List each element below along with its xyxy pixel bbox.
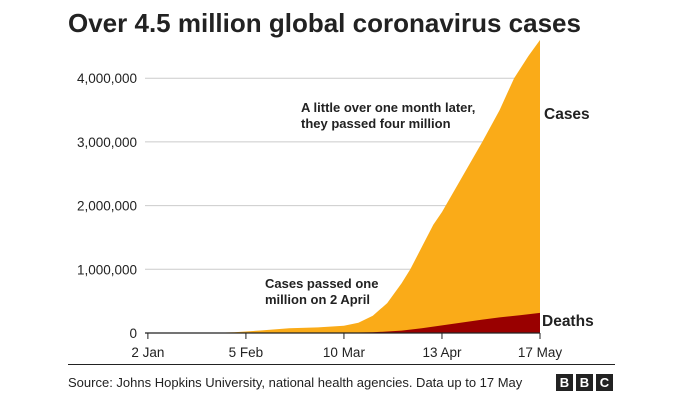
footer-divider [68,364,615,365]
y-tick-label: 1,000,000 [77,262,137,277]
y-tick-label: 0 [129,326,137,341]
x-tick-label: 17 May [518,345,563,360]
logo-letter-c: C [596,374,613,391]
source-note: Source: Johns Hopkins University, nation… [68,375,523,390]
chart-title: Over 4.5 million global coronavirus case… [68,8,581,38]
x-tick-label: 10 Mar [323,345,366,360]
x-tick-label: 5 Feb [229,345,264,360]
annotation-line: they passed four million [301,116,451,131]
bbc-logo: B B C [556,374,613,391]
x-tick-label: 13 Apr [422,345,462,360]
logo-letter-b1: B [556,374,573,391]
annotation-line: million on 2 April [265,292,370,307]
y-tick-label: 2,000,000 [77,199,137,214]
deaths-area [145,312,540,333]
cases-area [145,40,540,333]
annotation-line: A little over one month later, [301,100,475,115]
logo-letter-b2: B [576,374,593,391]
cases-series-label: Cases [544,106,590,123]
y-tick-label: 3,000,000 [77,135,137,150]
y-tick-label: 4,000,000 [77,71,137,86]
deaths-series-label: Deaths [542,313,594,330]
annotation-line: Cases passed one [265,276,378,291]
x-tick-label: 2 Jan [131,345,164,360]
